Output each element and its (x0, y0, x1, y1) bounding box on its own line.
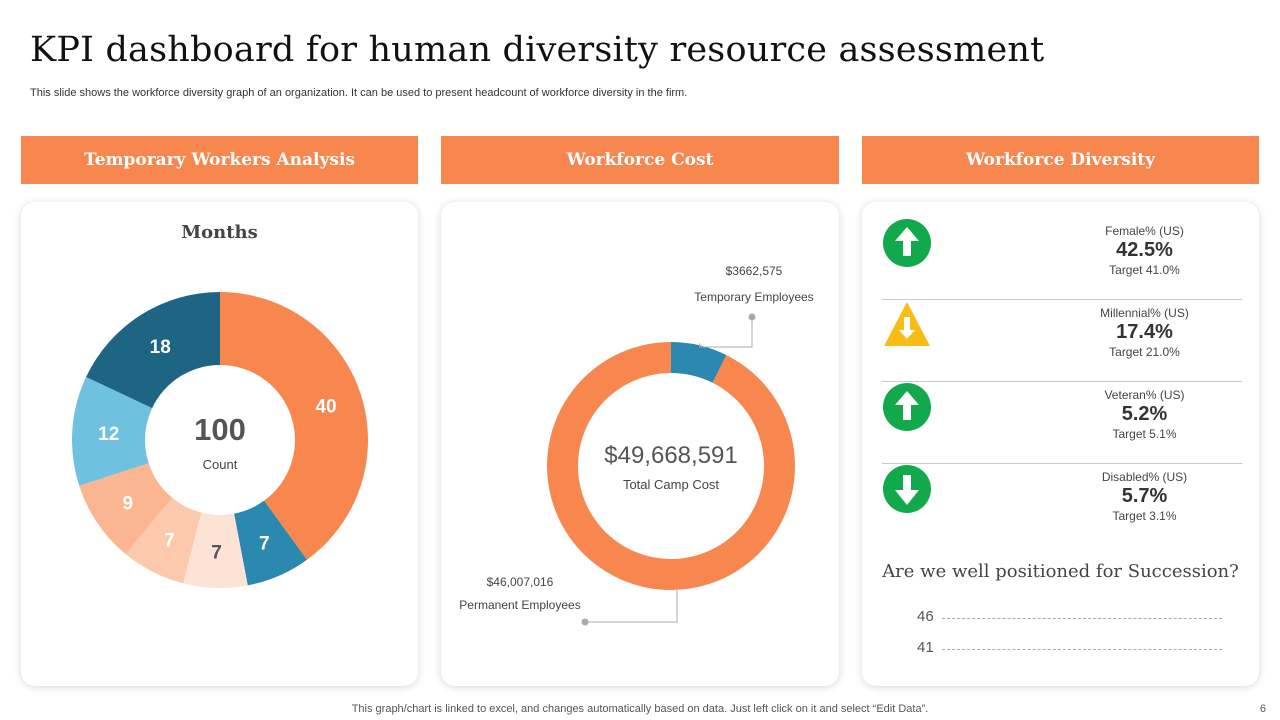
leader-line (585, 590, 678, 623)
donut-slice-label: 7 (211, 542, 222, 563)
kpi-value: 17.4% (1116, 321, 1173, 343)
permanent-cost-label: Permanent Employees (459, 598, 581, 612)
donut-slice-label: 7 (164, 530, 175, 551)
donut-slice[interactable] (71, 376, 153, 486)
leader-line (698, 317, 753, 348)
cost-ring-chart[interactable] (441, 202, 839, 686)
succession-value: 41 (917, 639, 934, 656)
kpi-label: Veteran% (US) (1104, 388, 1185, 402)
donut-slice[interactable] (79, 463, 173, 555)
months-heading[interactable]: Months (181, 222, 258, 243)
kpi-target: Target 21.0% (1109, 345, 1180, 359)
donut-slice-label: 7 (259, 533, 270, 554)
slide-title: KPI dashboard for human diversity resour… (30, 30, 1045, 70)
donut-slice-label: 18 (150, 337, 171, 358)
kpi-row-disabled: Disabled% (US) 5.7% Target 3.1% (882, 464, 1242, 546)
arrow-down-icon (883, 465, 931, 513)
kpi-label: Disabled% (US) (1101, 470, 1188, 484)
donut-slice[interactable] (220, 292, 369, 560)
months-donut-chart[interactable]: 40 7 7 7 9 12 18 (21, 202, 418, 686)
kpi-target: Target 3.1% (1112, 509, 1177, 523)
slide-subtitle: This slide shows the workforce diversity… (30, 87, 688, 99)
workforce-diversity-card: Female% (US) 42.5% Target 41.0% Millenni… (862, 202, 1259, 686)
kpi-row-female: Female% (US) 42.5% Target 41.0% (882, 218, 1242, 300)
page-number: 6 (1259, 703, 1266, 715)
succession-row: 46 (902, 608, 1222, 628)
donut-center-label: Count (202, 457, 238, 472)
donut-slice[interactable] (234, 500, 307, 586)
total-cost-value: $49,668,591 (604, 442, 738, 469)
divider (882, 299, 1242, 300)
kpi-target: Target 41.0% (1109, 263, 1180, 277)
divider (882, 463, 1242, 464)
permanent-cost-value: $46,007,016 (486, 575, 554, 589)
temporary-workers-card: Months 40 7 7 7 9 12 18 100 Count (21, 202, 418, 686)
kpi-label: Female% (US) (1105, 224, 1184, 238)
kpi-value: 5.7% (1121, 485, 1168, 507)
cost-ring-slice[interactable] (671, 342, 727, 383)
donut-slice-label: 40 (315, 397, 336, 418)
leader-dot (748, 313, 756, 321)
donut-slice[interactable] (86, 292, 220, 409)
dashed-line (942, 649, 1222, 650)
dashed-line (942, 618, 1222, 619)
kpi-value: 42.5% (1116, 239, 1173, 261)
temporary-cost-value: $3662,575 (725, 264, 783, 278)
kpi-row-veteran: Veteran% (US) 5.2% Target 5.1% (882, 382, 1242, 464)
temporary-cost-label: Temporary Employees (694, 290, 814, 304)
donut-slice[interactable] (183, 512, 248, 588)
kpi-row-millennial: Millennial% (US) 17.4% Target 21.0% (882, 300, 1242, 382)
kpi-label: Millennial% (US) (1100, 306, 1189, 320)
donut-slice[interactable] (125, 497, 202, 584)
leader-dot (581, 618, 589, 626)
succession-value: 46 (917, 608, 934, 625)
panel-header-temporary-workers: Temporary Workers Analysis (21, 136, 418, 184)
donut-slice-label: 12 (98, 424, 119, 445)
donut-center-value: 100 (194, 412, 246, 447)
footer-note: This graph/chart is linked to excel, and… (351, 703, 929, 715)
panel-header-workforce-cost: Workforce Cost (441, 136, 839, 184)
arrow-up-icon (883, 383, 931, 431)
arrow-up-icon (883, 219, 931, 267)
warning-down-icon (884, 302, 930, 346)
succession-row: 41 (902, 639, 1222, 659)
workforce-cost-card: $49,668,591 Total Camp Cost $3662,575 Te… (441, 202, 839, 686)
kpi-target: Target 5.1% (1112, 427, 1177, 441)
succession-title: Are we well positioned for Succession? (882, 561, 1239, 582)
kpi-value: 5.2% (1121, 403, 1168, 425)
panel-header-workforce-diversity: Workforce Diversity (862, 136, 1259, 184)
divider (882, 381, 1242, 382)
total-cost-label: Total Camp Cost (622, 477, 720, 492)
donut-slice-label: 9 (122, 494, 133, 515)
